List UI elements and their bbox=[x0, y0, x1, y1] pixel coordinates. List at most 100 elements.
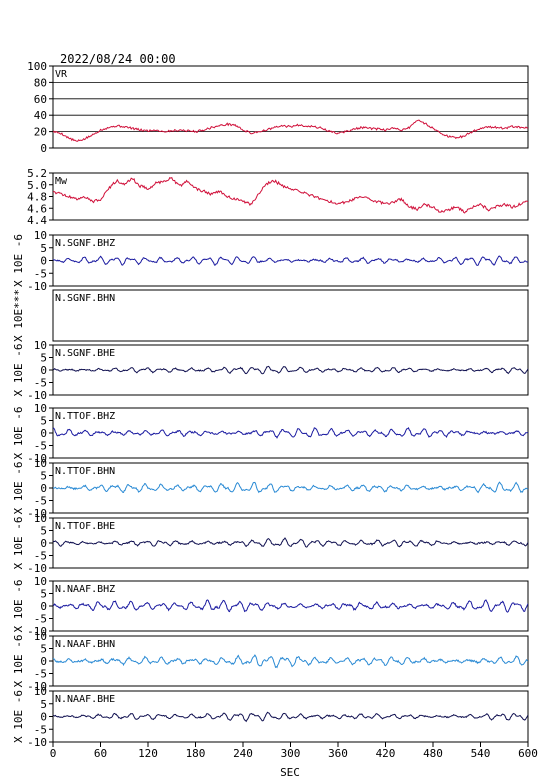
x-tick-label: 60 bbox=[94, 747, 107, 760]
y-tick-label: 4.6 bbox=[27, 202, 47, 215]
y-tick-label: 60 bbox=[34, 93, 47, 106]
panel-label: N.NAAF.BHZ bbox=[55, 584, 115, 595]
y-tick-label: 5.0 bbox=[27, 179, 47, 192]
panel-label: N.SGNF.BHN bbox=[55, 293, 115, 304]
y-tick-label: -5 bbox=[34, 440, 47, 453]
y-tick-label: 5 bbox=[40, 588, 47, 601]
y-axis-label: X 10E -6 bbox=[12, 344, 25, 397]
series-line bbox=[53, 599, 528, 613]
x-tick-label: 360 bbox=[328, 747, 348, 760]
series-line bbox=[53, 255, 528, 266]
y-tick-label: 80 bbox=[34, 76, 47, 89]
header-datetime: 2022/08/24 00:00 bbox=[60, 52, 176, 66]
y-tick-label: 5 bbox=[40, 352, 47, 365]
series-line bbox=[53, 481, 528, 494]
y-axis-label: X 10E -6 bbox=[12, 635, 25, 688]
y-tick-label: -5 bbox=[34, 495, 47, 508]
y-tick-label: 5 bbox=[40, 242, 47, 255]
y-tick-label: -10 bbox=[27, 625, 47, 638]
x-tick-label: 0 bbox=[50, 747, 57, 760]
y-tick-label: 0 bbox=[40, 600, 47, 613]
y-tick-label: 0 bbox=[40, 482, 47, 495]
y-tick-label: 5.2 bbox=[27, 167, 47, 180]
y-tick-label: -10 bbox=[27, 507, 47, 520]
y-tick-label: -10 bbox=[27, 562, 47, 575]
y-tick-label: -10 bbox=[27, 389, 47, 402]
y-tick-label: -5 bbox=[34, 267, 47, 280]
panel-frame bbox=[52, 407, 529, 459]
x-tick-label: 300 bbox=[281, 747, 301, 760]
series-line bbox=[53, 537, 528, 548]
panel-label: Mw bbox=[55, 176, 68, 187]
y-tick-label: -5 bbox=[34, 723, 47, 736]
y-tick-label: 10 bbox=[34, 339, 47, 352]
x-tick-label: 240 bbox=[233, 747, 253, 760]
y-tick-label: -10 bbox=[27, 680, 47, 693]
y-tick-label: 4.4 bbox=[27, 214, 47, 227]
y-axis-label: X 10E -6 bbox=[12, 234, 25, 287]
y-tick-label: 20 bbox=[34, 126, 47, 139]
series-line bbox=[53, 176, 528, 214]
y-axis-label: X 10E*** bbox=[12, 289, 25, 342]
y-tick-label: -5 bbox=[34, 613, 47, 626]
y-tick-label: 5 bbox=[40, 643, 47, 656]
y-tick-label: 10 bbox=[34, 402, 47, 415]
y-tick-label: 5 bbox=[40, 698, 47, 711]
y-tick-label: 40 bbox=[34, 109, 47, 122]
y-tick-label: 0 bbox=[40, 711, 47, 724]
panel-label: N.SGNF.BHZ bbox=[55, 238, 115, 249]
y-tick-label: -5 bbox=[34, 377, 47, 390]
y-tick-label: 10 bbox=[34, 512, 47, 525]
y-tick-label: -5 bbox=[34, 668, 47, 681]
panel-label: VR bbox=[55, 69, 68, 80]
y-tick-label: -5 bbox=[34, 550, 47, 563]
y-tick-label: 10 bbox=[34, 630, 47, 643]
x-tick-label: 600 bbox=[518, 747, 538, 760]
panel-mw: 5.25.04.84.64.4 Mw bbox=[27, 167, 529, 227]
y-tick-label: 0 bbox=[40, 427, 47, 440]
x-axis: 0 60 120 180 240 300 360 420 480 540 600 bbox=[50, 742, 538, 760]
y-axis-label: X 10E -6 bbox=[12, 580, 25, 633]
y-tick-label: -10 bbox=[27, 280, 47, 293]
panel-n-sgnf-bhn: N.SGNF.BHN X 10E*** bbox=[12, 289, 529, 342]
y-tick-label: 5 bbox=[40, 525, 47, 538]
y-tick-label: 10 bbox=[34, 229, 47, 242]
series-line bbox=[53, 711, 528, 723]
panel-label: N.TTOF.BHE bbox=[55, 521, 115, 532]
panel-frame bbox=[52, 462, 529, 514]
panel-frame bbox=[52, 172, 529, 221]
y-tick-label: 0 bbox=[40, 364, 47, 377]
panel-label: N.NAAF.BHE bbox=[55, 694, 115, 705]
y-axis-label: X 10E -6 bbox=[12, 690, 25, 743]
x-tick-label: 540 bbox=[471, 747, 491, 760]
y-tick-label: 10 bbox=[34, 575, 47, 588]
y-axis-label: X 10E -6 bbox=[12, 517, 25, 570]
panel-frame bbox=[52, 289, 529, 342]
y-tick-label: 0 bbox=[40, 655, 47, 668]
series-line bbox=[53, 654, 528, 669]
x-axis-label: SEC bbox=[280, 766, 300, 779]
y-axis-label: X 10E -6 bbox=[12, 462, 25, 515]
panel-label: N.SGNF.BHE bbox=[55, 348, 115, 359]
y-tick-label: 10 bbox=[34, 457, 47, 470]
y-tick-label: 5 bbox=[40, 415, 47, 428]
y-tick-label: -10 bbox=[27, 452, 47, 465]
x-tick-label: 420 bbox=[376, 747, 396, 760]
panel-label: N.TTOF.BHZ bbox=[55, 411, 115, 422]
y-tick-label: 4.8 bbox=[27, 191, 47, 204]
panel-frame bbox=[52, 635, 529, 687]
panel-vr: 100 80 60 40 20 0 VR bbox=[27, 60, 529, 155]
y-tick-label: -10 bbox=[27, 736, 47, 749]
panel-frame bbox=[52, 234, 529, 287]
panel-frame bbox=[52, 65, 529, 149]
y-tick-label: 10 bbox=[34, 685, 47, 698]
y-axis-label: X 10E -6 bbox=[12, 407, 25, 460]
panel-label: N.TTOF.BHN bbox=[55, 466, 115, 477]
y-tick-label: 5 bbox=[40, 470, 47, 483]
